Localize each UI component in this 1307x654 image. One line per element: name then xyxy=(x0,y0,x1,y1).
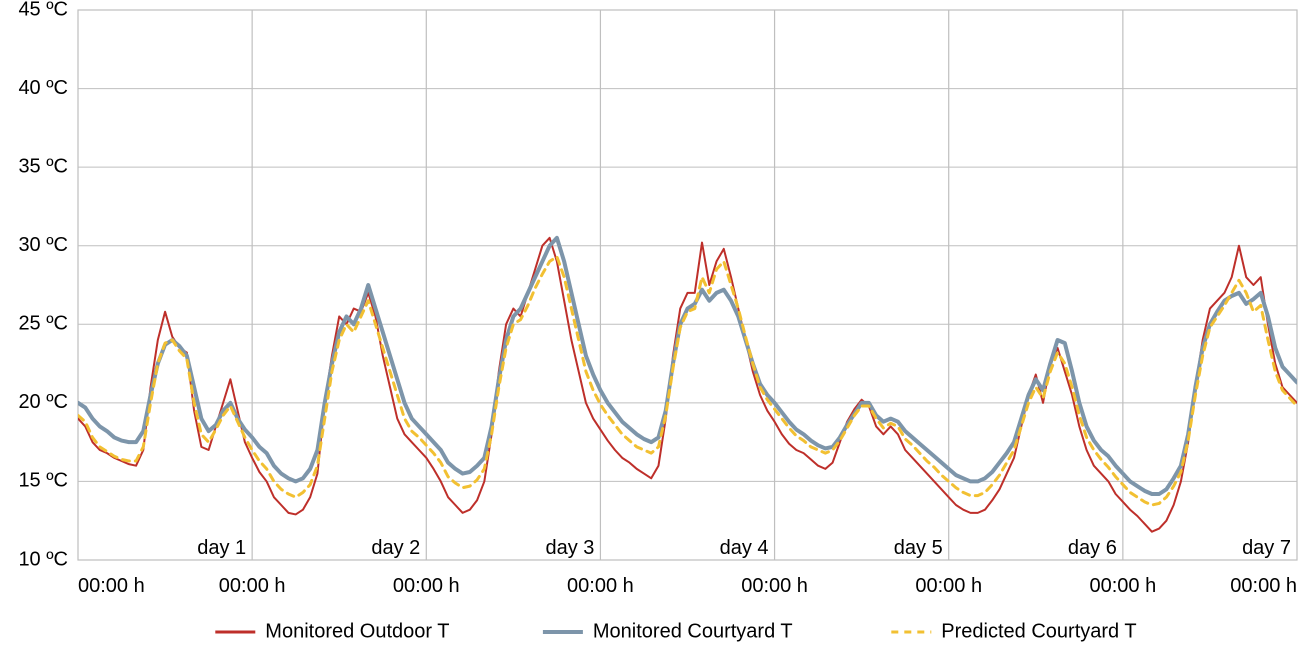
x-tick-label: 00:00 h xyxy=(1089,575,1156,597)
day-label: day 2 xyxy=(371,537,420,559)
day-label: day 7 xyxy=(1242,537,1291,559)
day-label: day 5 xyxy=(894,537,943,559)
x-tick-label: 00:00 h xyxy=(1230,575,1297,597)
x-tick-label: 00:00 h xyxy=(219,575,286,597)
y-tick-label: 35 ºC xyxy=(18,155,68,177)
y-tick-label: 45 ºC xyxy=(18,0,68,20)
day-label: day 3 xyxy=(545,537,594,559)
x-tick-label: 00:00 h xyxy=(567,575,634,597)
day-label: day 1 xyxy=(197,537,246,559)
legend-label-courtyard_monitored: Monitored Courtyard T xyxy=(593,620,793,642)
legend-label-courtyard_predicted: Predicted Courtyard T xyxy=(941,620,1136,642)
x-tick-label: 00:00 h xyxy=(393,575,460,597)
y-tick-label: 30 ºC xyxy=(18,234,68,256)
x-tick-label: 00:00 h xyxy=(915,575,982,597)
legend-label-outdoor: Monitored Outdoor T xyxy=(265,620,449,642)
temperature-line-chart: 10 ºC 15 ºC 20 ºC 25 ºC 30 ºC 35 ºC 40 ºC 45 ºC… xyxy=(0,0,1307,654)
x-tick-label: 00:00 h xyxy=(78,575,145,597)
y-tick-label: 20 ºC xyxy=(18,391,68,413)
y-tick-label: 15 ºC xyxy=(18,470,68,492)
y-tick-label: 10 ºC xyxy=(18,548,68,570)
day-label: day 4 xyxy=(720,537,769,559)
y-tick-label: 40 ºC xyxy=(18,77,68,99)
x-tick-label: 00:00 h xyxy=(741,575,808,597)
day-label: day 6 xyxy=(1068,537,1117,559)
y-tick-label: 25 ºC xyxy=(18,313,68,335)
